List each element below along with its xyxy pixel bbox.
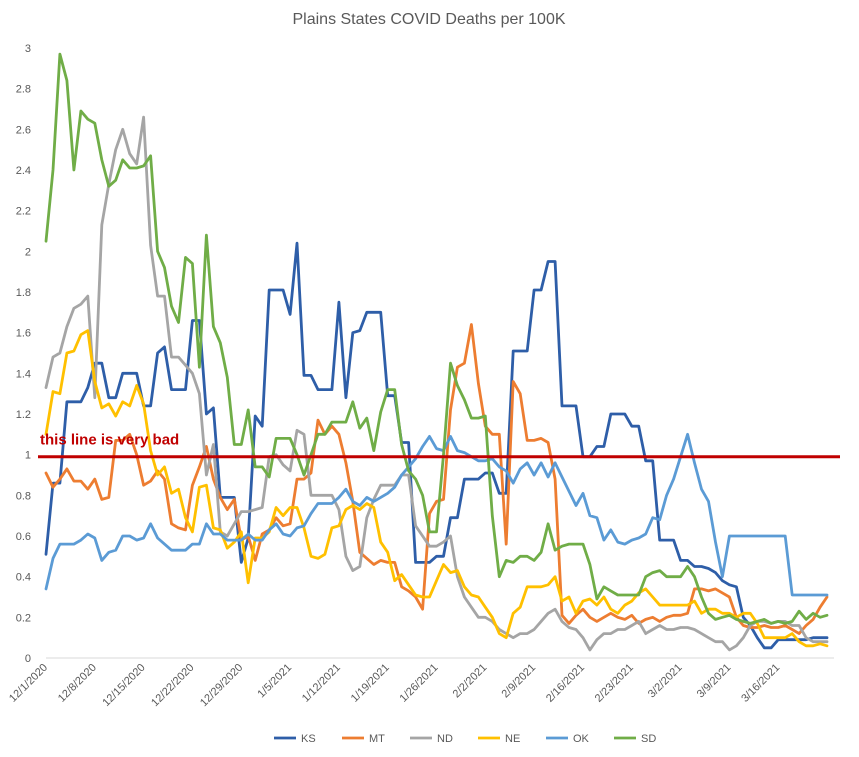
legend-label-sd: SD [641, 733, 656, 745]
y-tick-label: 0.6 [16, 531, 31, 543]
x-tick-label: 3/2/2021 [646, 662, 685, 701]
series-line-ne [44, 329, 829, 648]
y-tick-label: 1.2 [16, 409, 31, 421]
y-tick-label: 1.8 [16, 287, 31, 299]
x-tick-label: 12/8/2020 [56, 662, 99, 705]
x-tick-label: 12/1/2020 [7, 662, 50, 705]
series-line-nd [44, 115, 829, 652]
legend-label-nd: ND [437, 733, 453, 745]
y-tick-label: 0.8 [16, 490, 31, 502]
y-tick-label: 2.2 [16, 206, 31, 218]
y-tick-label: 2.6 [16, 124, 31, 136]
y-tick-label: 0 [25, 653, 31, 665]
series-line-sd [44, 52, 829, 625]
y-tick-label: 0.2 [16, 612, 31, 624]
annotation-label: this line is very bad [40, 432, 179, 449]
x-tick-label: 2/2/2021 [451, 662, 490, 701]
x-tick-label: 1/26/2021 [398, 662, 441, 705]
y-tick-label: 0.4 [16, 572, 31, 584]
legend-label-ks: KS [301, 733, 316, 745]
series-line-mt [44, 323, 829, 635]
x-tick-label: 1/12/2021 [300, 662, 343, 705]
x-tick-label: 12/15/2020 [100, 662, 147, 709]
y-axis: 0 0.2 0.4 0.6 0.8 1 1.2 1.4 1.6 1.8 2 2.2 2.4 2.6 2.8 3 [16, 43, 31, 665]
series-line-ks [44, 241, 829, 650]
legend-label-ne: NE [505, 733, 520, 745]
y-tick-label: 2 [25, 246, 31, 258]
y-tick-label: 1.6 [16, 328, 31, 340]
x-tick-label: 3/16/2021 [739, 662, 782, 705]
annotation-layer: this line is very bad [38, 432, 840, 459]
legend: KS MT ND NE OK SD [274, 733, 656, 745]
x-tick-label: 2/9/2021 [499, 662, 538, 701]
x-tick-label: 1/19/2021 [349, 662, 392, 705]
x-tick-label: 1/5/2021 [255, 662, 294, 701]
y-tick-label: 2.8 [16, 84, 31, 96]
chart-title: Plains States COVID Deaths per 100K [292, 11, 565, 28]
x-tick-label: 12/22/2020 [149, 662, 196, 709]
x-tick-label: 2/16/2021 [544, 662, 587, 705]
legend-label-ok: OK [573, 733, 590, 745]
legend-label-mt: MT [369, 733, 385, 745]
y-tick-label: 1 [25, 450, 31, 462]
series-layer [44, 52, 829, 652]
x-tick-label: 3/9/2021 [695, 662, 734, 701]
y-tick-label: 1.4 [16, 368, 31, 380]
x-tick-label: 12/29/2020 [198, 662, 245, 709]
x-axis: 12/1/2020 12/8/2020 12/15/2020 12/22/2020 12… [7, 657, 834, 709]
y-tick-label: 2.4 [16, 165, 31, 177]
series-line-ok [44, 432, 829, 597]
x-tick-label: 2/23/2021 [593, 662, 636, 705]
y-tick-label: 3 [25, 43, 31, 55]
